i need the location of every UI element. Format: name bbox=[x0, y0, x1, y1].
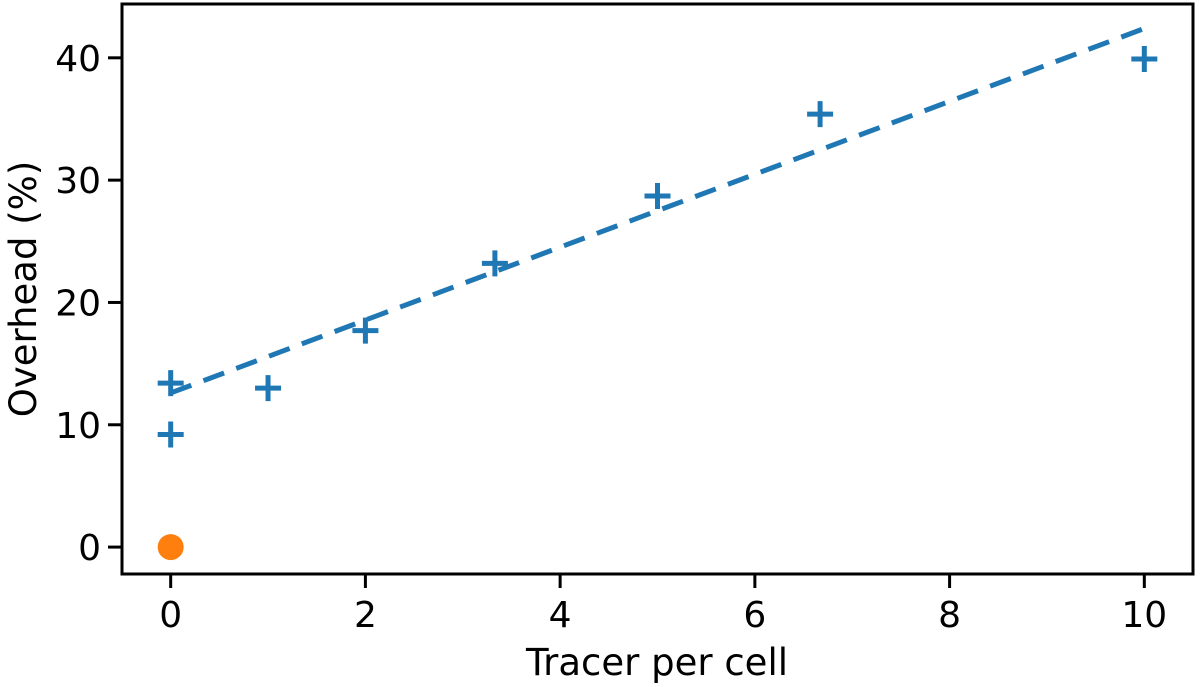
x-tick-label: 2 bbox=[354, 595, 377, 636]
overhead-measurements-marker bbox=[157, 370, 184, 397]
overhead-measurements-marker bbox=[644, 183, 671, 210]
y-tick-label: 20 bbox=[55, 283, 101, 324]
data-points-group bbox=[157, 46, 1158, 561]
x-tick-label: 10 bbox=[1121, 595, 1167, 636]
y-tick-label: 10 bbox=[55, 406, 101, 447]
x-axis-label: Tracer per cell bbox=[525, 641, 788, 684]
x-axis-ticks: 0 2 4 6 8 10 bbox=[159, 574, 1167, 636]
overhead-measurements-marker bbox=[157, 421, 184, 448]
y-tick-label: 40 bbox=[55, 39, 101, 80]
overhead-measurements-marker bbox=[255, 375, 282, 402]
linear-trend-line bbox=[169, 26, 1146, 396]
y-tick-label: 30 bbox=[55, 161, 101, 202]
x-tick-label: 4 bbox=[549, 595, 572, 636]
overhead-measurements-marker bbox=[1131, 46, 1158, 73]
x-tick-label: 6 bbox=[743, 595, 766, 636]
overhead-measurements-marker bbox=[481, 250, 508, 277]
x-tick-label: 8 bbox=[938, 595, 961, 636]
trend-line-group bbox=[169, 26, 1146, 396]
x-tick-label: 0 bbox=[159, 595, 182, 636]
overhead-measurements-marker bbox=[352, 317, 379, 344]
plot-border bbox=[120, 2, 1195, 576]
zero-tracer-baseline-marker bbox=[157, 534, 184, 561]
y-axis-ticks: 0 10 20 30 40 bbox=[55, 39, 122, 569]
y-tick-label: 0 bbox=[78, 528, 101, 569]
y-axis-label: Overhead (%) bbox=[2, 161, 45, 418]
overhead-measurements-marker bbox=[807, 101, 834, 128]
